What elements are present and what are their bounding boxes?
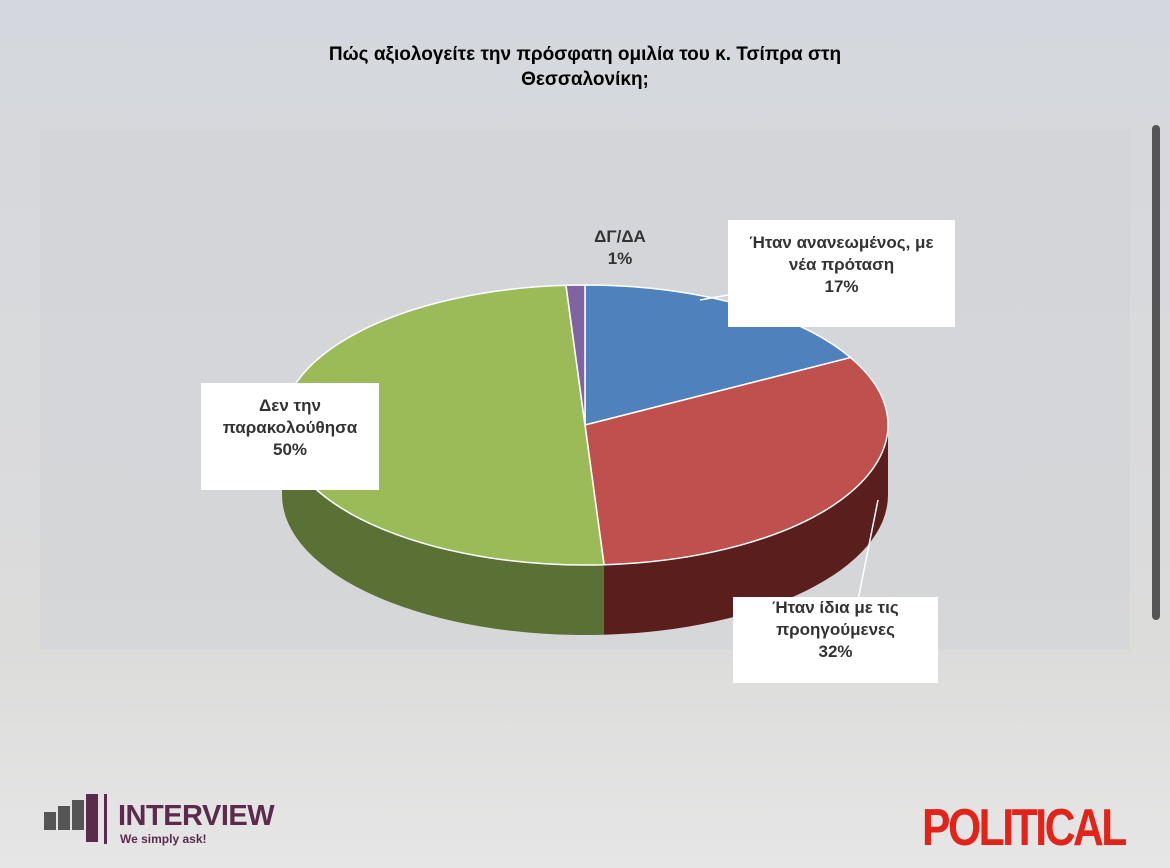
chart-title: Πώς αξιολογείτε την πρόσφατη ομιλία του …	[328, 44, 842, 90]
icon-divider	[104, 794, 107, 844]
political-logo: POLITICAL	[922, 799, 1127, 857]
value-label: 17%	[824, 277, 859, 296]
data-label: Δεν την παρακολούθησα 50%	[201, 383, 379, 490]
leader-line	[857, 499, 879, 601]
interview-logo: INTERVIEW	[118, 800, 275, 832]
slice	[584, 356, 889, 566]
category-label: Δεν την παρακολούθησα	[222, 396, 358, 437]
interview-tagline: We simply ask!	[120, 832, 207, 846]
icon-bar	[86, 794, 98, 842]
data-label: ΔΓ/ΔΑ 1%	[570, 226, 670, 276]
value-label: 50%	[272, 440, 308, 459]
icon-bar	[44, 812, 56, 830]
value-label: 1%	[607, 249, 633, 268]
interview-icon	[44, 794, 107, 844]
icon-bar	[58, 806, 70, 830]
slice-side	[282, 425, 605, 635]
leader-line	[699, 294, 729, 301]
icon-bar	[72, 800, 84, 830]
value-label: 32%	[818, 642, 853, 661]
scrollbar[interactable]	[1152, 125, 1160, 620]
category-label: Ήταν ανανεωμένος, με νέα πρόταση	[749, 233, 934, 274]
category-label: Ήταν ίδια με τις προηγούμενες	[772, 598, 899, 639]
data-label: Ήταν ανανεωμένος, με νέα πρόταση 17%	[728, 220, 955, 327]
leader-lines	[699, 294, 879, 601]
category-label: ΔΓ/ΔΑ	[594, 227, 646, 246]
slice-side	[604, 425, 888, 635]
data-label: Ήταν ίδια με τις προηγούμενες 32%	[733, 597, 938, 683]
slice	[565, 284, 586, 426]
